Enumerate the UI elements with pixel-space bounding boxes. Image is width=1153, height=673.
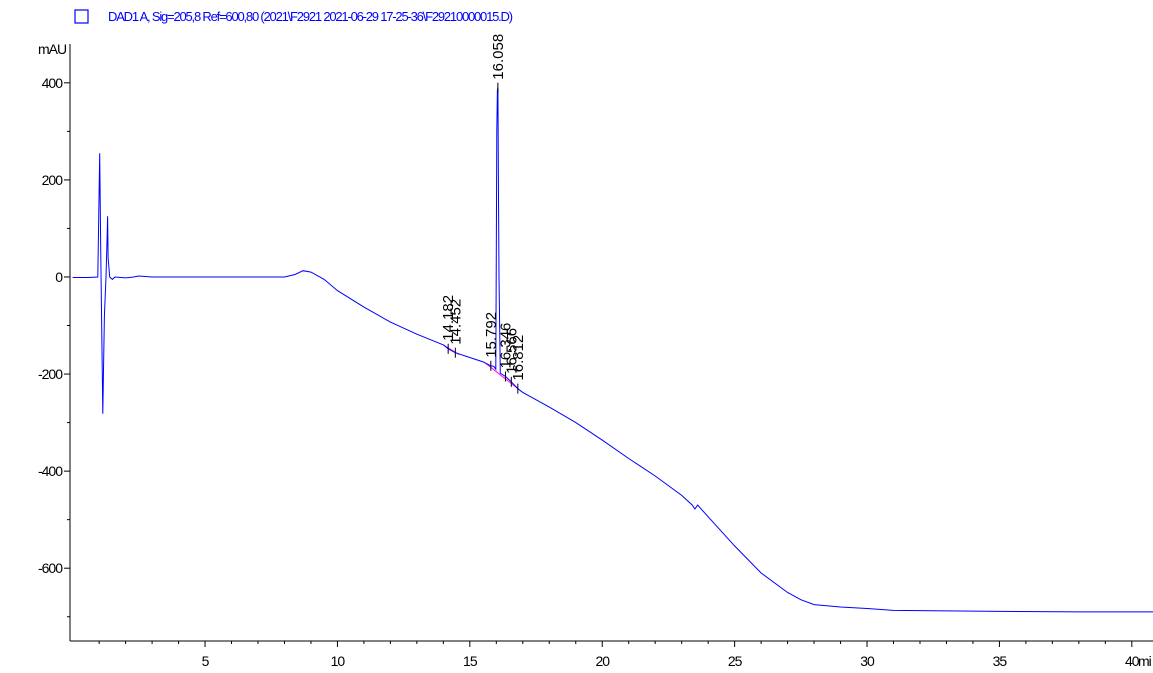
x-tick-label: 20 — [595, 653, 610, 669]
legend: DAD1 A, Sig=205,8 Ref=600,80 (2021\F2921… — [74, 9, 514, 24]
legend-label: DAD1 A, Sig=205,8 Ref=600,80 (2021\F2921… — [108, 9, 513, 24]
y-tick-label: 200 — [42, 172, 64, 188]
peak-rt-label: 15.792 — [483, 312, 500, 358]
y-tick-label: 400 — [42, 75, 64, 91]
x-tick-label: 35 — [993, 653, 1008, 669]
x-tick-label: 25 — [728, 653, 743, 669]
x-tick-label: 10 — [331, 653, 346, 669]
x-tick-label: 40 — [1125, 653, 1140, 669]
x-tick-label: 30 — [860, 653, 875, 669]
peak-rt-label: 16.812 — [510, 335, 527, 381]
peak-rt-label: 14.452 — [447, 299, 464, 345]
y-axis-unit: mAU — [38, 41, 67, 57]
x-tick-label: 15 — [463, 653, 478, 669]
y-tick-label: -600 — [38, 560, 63, 576]
y-tick-label: -400 — [38, 463, 63, 479]
x-axis-unit: mi — [1138, 653, 1152, 669]
signal-trace — [72, 87, 1153, 613]
peak-rt-label: 14.182 — [440, 295, 457, 341]
y-tick-label: -200 — [38, 366, 63, 382]
peak-rt-label: 16.346 — [497, 323, 514, 369]
y-ticks: 400 200 0 -200 -400 -600 — [38, 75, 70, 618]
peak-rt-label: 16.058 — [490, 34, 507, 80]
legend-swatch — [74, 9, 89, 24]
y-tick-label: 0 — [55, 269, 63, 285]
x-tick-label: 5 — [202, 653, 210, 669]
trace-layer — [72, 87, 1153, 613]
peak-rt-label: 16.566 — [503, 328, 520, 374]
x-ticks: 5 10 15 20 25 30 35 40 — [98, 641, 1141, 669]
